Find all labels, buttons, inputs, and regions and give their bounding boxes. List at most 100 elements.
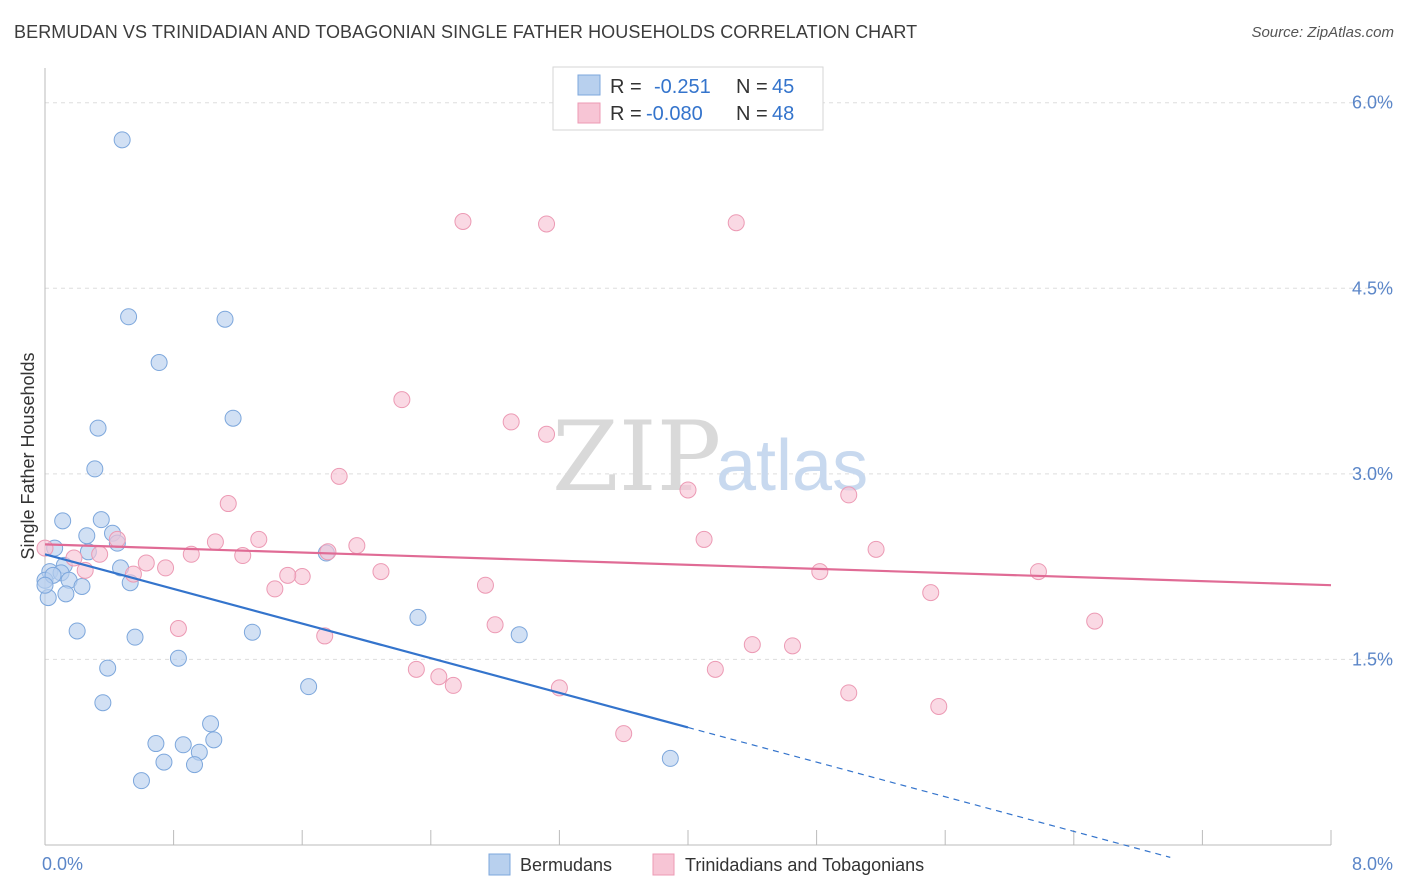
trinidadian-point xyxy=(319,543,337,561)
grid-layer xyxy=(45,102,1392,660)
trinidadian-point xyxy=(372,563,390,581)
stats-r-value-pink: -0.080 xyxy=(646,103,703,125)
trinidadian-point xyxy=(1086,612,1104,630)
trinidadian-point xyxy=(293,568,311,586)
trinidadian-point xyxy=(316,627,334,645)
points-layer xyxy=(36,131,1104,790)
bermudan-point xyxy=(661,749,679,767)
stats-n-label-pink: N = xyxy=(736,103,768,125)
bermudan-point xyxy=(409,608,427,626)
trinidadian-point xyxy=(219,495,237,513)
y-tick-label: 4.5% xyxy=(1352,278,1393,298)
bermudan-point xyxy=(147,735,165,753)
stats-legend-swatch-pink xyxy=(577,102,601,124)
trinidadian-point xyxy=(476,576,494,594)
bermudan-point xyxy=(54,512,72,530)
trinidadian-point xyxy=(538,425,556,443)
stats-r-label-blue: R = xyxy=(610,76,642,98)
legend-label-bermudans: Bermudans xyxy=(520,855,612,875)
trinidadian-point xyxy=(330,467,348,485)
bermudan-trend-extension xyxy=(687,726,1171,858)
watermark: ZIP atlas xyxy=(552,401,868,513)
bermudan-point xyxy=(89,419,107,437)
trinidadian-point xyxy=(727,214,745,232)
trinidadian-point xyxy=(393,391,411,409)
bermudan-point xyxy=(510,626,528,644)
trinidadian-point xyxy=(108,530,126,548)
stats-n-label-blue: N = xyxy=(736,76,768,98)
legend-swatch-bermudans xyxy=(488,853,511,876)
trinidadian-point xyxy=(250,530,268,548)
bermudan-point xyxy=(216,310,234,328)
trinidadian-point xyxy=(486,616,504,634)
trinidadian-point xyxy=(36,539,54,557)
stats-legend-swatch-blue xyxy=(577,74,601,96)
bermudan-point xyxy=(94,694,112,712)
trinidadian-point xyxy=(615,725,633,743)
x-tick-label: 0.0% xyxy=(42,854,83,874)
stats-n-value-pink: 48 xyxy=(772,103,794,125)
trinidadian-point xyxy=(348,537,366,555)
trinidadian-point xyxy=(706,660,724,678)
trinidadian-point xyxy=(695,530,713,548)
trinidadian-point xyxy=(783,637,801,655)
stats-r-value-blue: -0.251 xyxy=(654,76,711,98)
trinidadian-point xyxy=(538,215,556,233)
bermudan-point xyxy=(155,753,173,771)
trinidadian-point xyxy=(454,213,472,231)
trinidadian-point xyxy=(1029,563,1047,581)
bermudan-point xyxy=(92,511,110,529)
trinidadian-point xyxy=(811,563,829,581)
watermark-zip: ZIP xyxy=(552,401,721,513)
trinidadian-point xyxy=(840,486,858,504)
trinidadian-point xyxy=(137,554,155,572)
stats-legend: R = -0.251 N = 45 R = -0.080 N = 48 xyxy=(552,66,824,131)
bermudan-point xyxy=(120,308,138,326)
source-label: Source: ZipAtlas.com xyxy=(1251,24,1394,41)
bermudan-point xyxy=(86,460,104,478)
bermudan-point xyxy=(174,736,192,754)
axes-layer xyxy=(44,68,1332,846)
bermudan-point xyxy=(36,576,54,594)
bermudan-point xyxy=(185,756,203,774)
trinidadian-point xyxy=(157,559,175,577)
trinidadian-point xyxy=(930,697,948,715)
y-tick-label: 3.0% xyxy=(1352,464,1393,484)
trend-layer xyxy=(44,543,1332,858)
stats-n-value-blue: 45 xyxy=(772,76,794,98)
bermudan-point xyxy=(205,731,223,749)
bermudan-point xyxy=(78,527,96,545)
bermudan-point xyxy=(113,131,131,149)
trinidadian-trend-line xyxy=(44,543,1332,587)
bermudan-point xyxy=(150,354,168,372)
series-legend: Bermudans Trinidadians and Tobagonians xyxy=(488,853,924,876)
y-tick-label: 6.0% xyxy=(1352,93,1393,113)
bermudan-point xyxy=(68,622,86,640)
bermudan-trend-line xyxy=(44,553,689,729)
bermudan-point xyxy=(57,585,75,603)
trinidadian-point xyxy=(169,620,187,638)
trinidadian-point xyxy=(679,481,697,499)
trinidadian-point xyxy=(91,545,109,563)
bermudan-point xyxy=(243,623,261,641)
bermudan-point xyxy=(202,715,220,733)
legend-label-trinidadians: Trinidadians and Tobagonians xyxy=(685,855,924,875)
x-tick-label: 8.0% xyxy=(1352,854,1393,874)
trinidadian-point xyxy=(444,676,462,694)
trinidadian-point xyxy=(182,545,200,563)
trinidadian-point xyxy=(840,684,858,702)
trinidadian-point xyxy=(279,566,297,584)
y-axis-label: Single Father Households xyxy=(18,352,38,559)
bermudan-point xyxy=(224,409,242,427)
trinidadian-point xyxy=(430,668,448,686)
trinidadian-point xyxy=(502,413,520,431)
trinidadian-point xyxy=(922,584,940,602)
legend-swatch-trinidadians xyxy=(652,853,675,876)
bermudan-point xyxy=(126,628,144,646)
trinidadian-point xyxy=(743,636,761,654)
bermudan-point xyxy=(73,577,91,595)
chart-title: BERMUDAN VS TRINIDADIAN AND TOBAGONIAN S… xyxy=(14,22,918,42)
trinidadian-point xyxy=(407,660,425,678)
trinidadian-point xyxy=(266,580,284,598)
